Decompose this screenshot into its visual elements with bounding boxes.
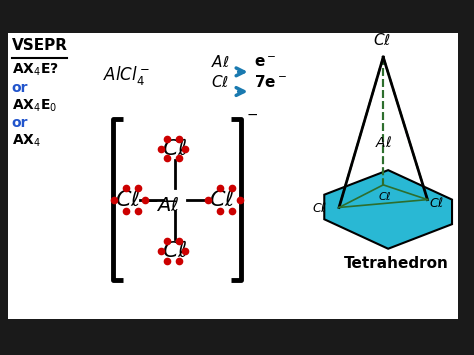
Text: $A\ell$: $A\ell$ xyxy=(211,54,230,70)
Text: VSEPR: VSEPR xyxy=(12,38,68,53)
Text: AX$_4$E$_0$: AX$_4$E$_0$ xyxy=(12,97,57,114)
Text: Tetrahedron: Tetrahedron xyxy=(344,256,449,272)
Text: $C\ell$: $C\ell$ xyxy=(162,241,188,261)
Text: $C\ell$: $C\ell$ xyxy=(429,196,445,211)
Text: $C\ell$: $C\ell$ xyxy=(115,190,140,210)
Text: $C\ell$: $C\ell$ xyxy=(378,190,392,202)
Text: e$^-$: e$^-$ xyxy=(254,55,276,70)
Text: $C\ell$: $C\ell$ xyxy=(311,201,327,215)
Text: $C\ell$: $C\ell$ xyxy=(211,73,229,89)
Text: AX$_4$: AX$_4$ xyxy=(12,132,41,149)
Text: $-$: $-$ xyxy=(161,190,177,208)
Text: $C\ell$: $C\ell$ xyxy=(162,138,188,159)
Text: AX$_4$E?: AX$_4$E? xyxy=(12,62,59,78)
Text: $C\ell$: $C\ell$ xyxy=(374,32,392,48)
Text: $^-$: $^-$ xyxy=(244,111,258,130)
Text: or: or xyxy=(12,81,28,94)
Text: or: or xyxy=(12,116,28,130)
Text: $C\ell$: $C\ell$ xyxy=(210,190,235,210)
Text: $A\ell$: $A\ell$ xyxy=(375,135,392,149)
Polygon shape xyxy=(324,170,452,249)
FancyBboxPatch shape xyxy=(8,33,458,320)
Text: $-$: $-$ xyxy=(142,190,158,208)
Text: 7e$^-$: 7e$^-$ xyxy=(254,73,286,89)
Text: $AlCl_4^-$: $AlCl_4^-$ xyxy=(103,64,150,87)
Text: $A\ell$: $A\ell$ xyxy=(156,196,180,215)
